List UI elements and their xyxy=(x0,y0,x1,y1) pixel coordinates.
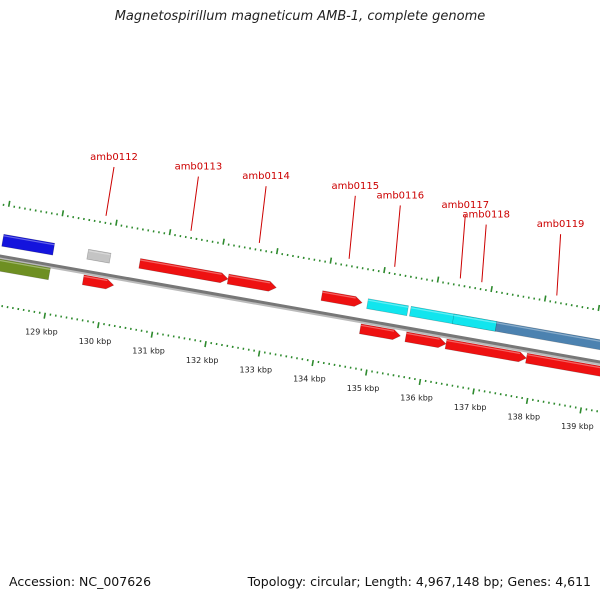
gene-label-amb0114: amb0114 xyxy=(242,171,290,182)
gene-feature xyxy=(0,258,51,281)
gene-label-leaders xyxy=(105,166,562,296)
gene-amb0112 xyxy=(86,248,112,264)
gene-feature xyxy=(81,274,115,290)
genome-backbone-shadow xyxy=(0,255,600,366)
major-tick xyxy=(222,238,225,245)
ruler-label: 131 kbp xyxy=(132,346,165,355)
major-tick xyxy=(436,276,440,283)
ruler-labels: 129 kbp 130 kbp 131 kbp 132 kbp 133 kbp 134 k… xyxy=(25,327,594,431)
major-tick xyxy=(418,378,422,386)
major-tick xyxy=(7,200,11,207)
gene-feature xyxy=(359,323,401,340)
leader-line xyxy=(459,214,466,279)
major-tick xyxy=(597,304,600,312)
major-tick xyxy=(383,267,386,274)
gene-label-amb0119: amb0119 xyxy=(537,219,585,230)
gene-highlight xyxy=(453,314,497,324)
gene-feature xyxy=(404,331,447,348)
leader-line xyxy=(258,186,267,243)
gene-amb0119 xyxy=(494,321,600,351)
gene-label-amb0116: amb0116 xyxy=(376,190,424,201)
major-tick xyxy=(61,210,65,217)
gene-highlight xyxy=(360,324,395,332)
major-tick xyxy=(329,257,333,264)
gene-label-amb0113: amb0113 xyxy=(175,162,223,173)
ruler-label: 129 kbp xyxy=(25,327,58,336)
lower-tick-ring xyxy=(1,305,599,414)
gene-highlight xyxy=(88,250,111,256)
gene-amb0113 xyxy=(138,258,229,284)
ruler-label: 133 kbp xyxy=(239,365,272,374)
major-tick xyxy=(365,369,368,376)
gene-highlight xyxy=(0,259,51,270)
major-tick xyxy=(150,331,154,338)
leader-line xyxy=(481,224,487,283)
gene-features xyxy=(0,233,600,377)
gene-label-amb0118: amb0118 xyxy=(462,210,510,221)
leader-line xyxy=(394,205,401,267)
major-tick xyxy=(490,285,493,293)
gene-highlight xyxy=(228,275,271,284)
major-tick xyxy=(257,350,261,357)
major-tick xyxy=(525,397,529,405)
major-tick xyxy=(579,407,583,414)
gene-highlight xyxy=(406,332,440,340)
gene-highlight xyxy=(83,275,108,282)
major-tick xyxy=(275,248,279,255)
gene-feature xyxy=(525,352,600,377)
major-tick xyxy=(97,322,100,329)
gene-highlight xyxy=(3,235,55,246)
gene-highlight xyxy=(526,354,600,369)
ruler-label: 132 kbp xyxy=(186,356,219,365)
leader-line xyxy=(556,234,562,296)
gene-highlight xyxy=(496,322,600,342)
gene-feature xyxy=(444,338,527,363)
major-tick xyxy=(543,295,547,302)
leader-line xyxy=(348,195,356,259)
ruler-label: 136 kbp xyxy=(400,394,433,403)
gene-label-amb0117: amb0117 xyxy=(441,200,489,211)
genome-stats-text: Topology: circular; Length: 4,967,148 bp… xyxy=(247,574,591,589)
gene-highlight xyxy=(367,299,409,308)
leader-line xyxy=(190,176,199,231)
major-tick xyxy=(472,388,475,395)
genome-backbone xyxy=(0,254,600,364)
leader-line xyxy=(105,166,115,216)
ruler-label: 134 kbp xyxy=(293,375,326,384)
gene-amb0114 xyxy=(226,273,277,292)
gene-feature xyxy=(1,233,56,256)
gene-label-amb0115: amb0115 xyxy=(331,181,379,192)
gene-label-amb0112: amb0112 xyxy=(90,152,138,163)
page-title: Magnetospirillum magneticum AMB-1, compl… xyxy=(114,9,486,24)
major-tick xyxy=(168,229,172,236)
gene-amb0116 xyxy=(366,298,409,317)
ruler-label: 130 kbp xyxy=(79,337,112,346)
major-tick xyxy=(115,219,118,226)
gene-highlight xyxy=(322,291,356,299)
gene-amb0115 xyxy=(320,290,363,307)
accession-text: Accession: NC_007626 xyxy=(9,574,152,589)
major-tick xyxy=(311,359,315,367)
ruler-label: 135 kbp xyxy=(347,384,380,393)
ruler-label: 139 kbp xyxy=(561,422,594,431)
gene-highlight xyxy=(140,259,222,275)
ruler-label: 137 kbp xyxy=(454,403,487,412)
ruler-label: 138 kbp xyxy=(507,413,540,422)
gene-highlight xyxy=(446,339,521,355)
major-tick xyxy=(43,312,47,319)
upper-tick-ring xyxy=(2,200,600,312)
major-tick xyxy=(204,341,207,348)
